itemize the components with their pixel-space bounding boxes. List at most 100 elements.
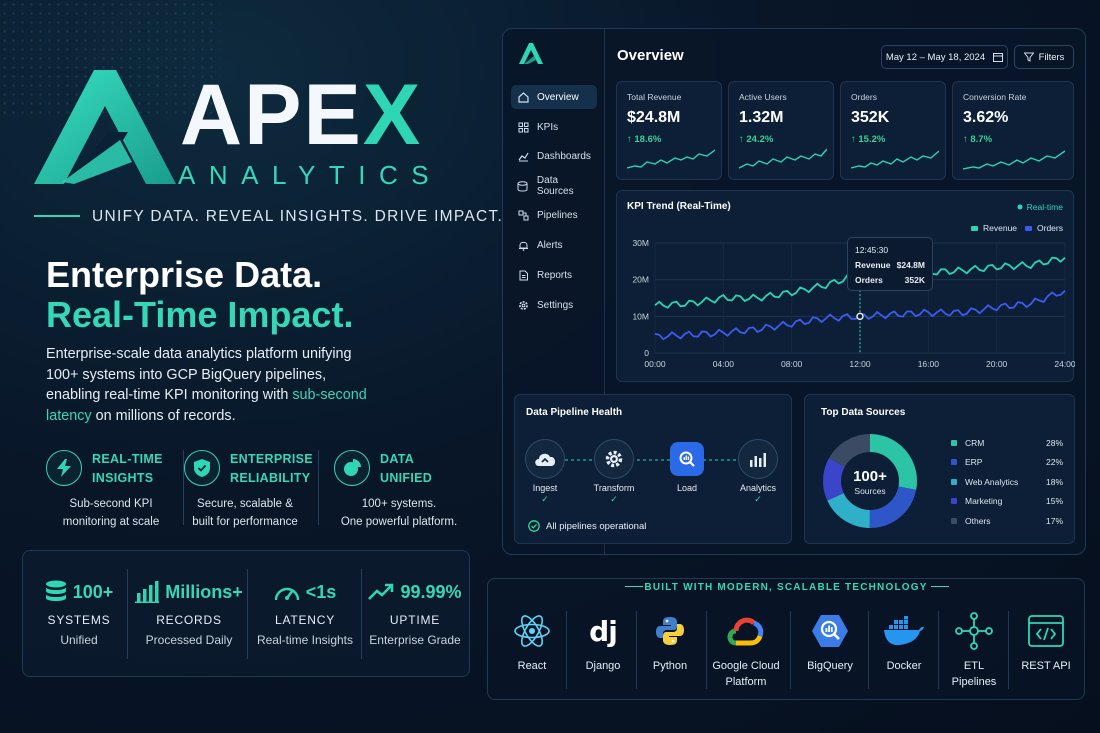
check-circle-icon — [528, 520, 540, 532]
kpi-sparkline — [627, 149, 715, 169]
pipeline-status: All pipelines operational — [528, 520, 646, 532]
pipeline-step-transform[interactable]: Transform ✓ — [589, 439, 639, 505]
wordmark-x: X — [362, 67, 423, 163]
sidebar-item-overview[interactable]: Overview — [511, 85, 597, 109]
desc-part-1: Enterprise-scale data analytics platform… — [46, 346, 352, 403]
divider — [361, 569, 362, 659]
divider — [183, 450, 184, 525]
kpi-label: Total Revenue — [627, 92, 682, 102]
pipeline-icon — [517, 209, 529, 221]
brand-subtitle: ANALYTICS — [178, 160, 443, 190]
sidebar-item-pipelines[interactable]: Pipelines — [511, 203, 597, 227]
kpi-card-revenue[interactable]: Total Revenue $24.8M ↑ 18.6% — [616, 81, 722, 180]
sidebar-item-label: Reports — [537, 269, 573, 281]
home-icon — [517, 91, 529, 103]
divider — [868, 611, 869, 689]
stat-value: Millions+ — [165, 581, 243, 602]
x-tick-label: 08:00 — [781, 359, 803, 369]
stat-sub: Unified — [60, 633, 98, 647]
sidebar-item-data-sources[interactable]: Data Sources — [511, 174, 597, 198]
kpi-card-conversion[interactable]: Conversion Rate 3.62% ↑ 8.7% — [952, 81, 1074, 180]
legend-revenue: Revenue — [971, 223, 1017, 233]
trend-plot: 0 10M 20M 30M 00:00 04:00 08:00 12:00 16:00 20:00… — [632, 238, 1075, 369]
sidebar-item-label: KPIs — [537, 121, 559, 133]
stat-label: RECORDS — [156, 613, 222, 627]
source-row: CRM 28% — [951, 438, 1063, 448]
gauge-icon — [274, 587, 299, 601]
stat-latency: <1s LATENCY Real-time Insights — [249, 577, 361, 648]
database-icon — [517, 180, 529, 192]
kpi-value: 352K — [851, 109, 890, 126]
x-tick-label: 20:00 — [986, 359, 1008, 369]
stat-sub: Real-time Insights — [256, 633, 354, 647]
kpi-delta: ↑ 15.2% — [851, 134, 886, 145]
api-icon — [1006, 611, 1086, 651]
filters-button[interactable]: Filters — [1014, 45, 1074, 69]
donut-center-value: 100+ — [853, 468, 887, 485]
bigquery-icon — [670, 442, 704, 476]
source-row: Marketing 15% — [951, 496, 1063, 506]
kpi-delta: ↑ 8.7% — [963, 134, 993, 145]
apex-logo-icon — [34, 70, 176, 184]
pipeline-step-load[interactable]: Load — [662, 439, 712, 493]
stat-label: UPTIME — [389, 613, 441, 627]
tech-rest-api: REST API — [1006, 611, 1086, 674]
y-tick-label: 0 — [644, 348, 649, 358]
stat-value: 99.99% — [400, 581, 462, 602]
kpi-card-users[interactable]: Active Users 1.32M ↑ 24.2% — [728, 81, 834, 180]
sidebar-item-label: Data Sources — [536, 175, 574, 197]
kpi-trend-chart: 0 10M 20M 30M 00:00 04:00 08:00 12:00 16:00 20:00… — [616, 190, 1075, 382]
feature-title: ENTERPRISE RELIABILITY — [230, 452, 313, 485]
docker-icon — [864, 611, 944, 651]
divider — [706, 611, 707, 689]
bar-chart-icon — [135, 581, 160, 603]
tagline-accent-line — [34, 215, 80, 217]
feature-desc: Sub-second KPI monitoring at scale — [62, 498, 160, 528]
sidebar-item-dashboards[interactable]: Dashboards — [511, 144, 597, 168]
tech-docker: Docker — [864, 611, 944, 674]
calendar-icon — [993, 53, 1004, 62]
divider — [566, 611, 567, 689]
sidebar-item-label: Overview — [537, 91, 579, 103]
sidebar-item-kpis[interactable]: KPIs — [511, 115, 597, 139]
document-icon — [517, 269, 529, 281]
donut-center-label: Sources — [854, 486, 886, 496]
stat-records: Millions+ RECORDS Processed Daily — [127, 577, 251, 647]
x-tick-label: 12:00 — [849, 359, 871, 369]
pipeline-step-ingest[interactable]: Ingest ✓ — [520, 439, 570, 505]
python-icon — [630, 611, 710, 651]
x-tick-label: 04:00 — [713, 359, 735, 369]
kpi-value: 1.32M — [739, 109, 784, 126]
donut-slice-erp[interactable] — [823, 434, 917, 528]
sidebar-item-alerts[interactable]: Alerts — [511, 233, 597, 257]
x-tick-label: 16:00 — [918, 359, 940, 369]
pipeline-step-analytics[interactable]: Analytics ✓ — [733, 439, 783, 505]
date-range-picker[interactable]: May 12 – May 18, 2024 — [881, 45, 1008, 69]
stat-value: 100+ — [72, 581, 114, 602]
donut-slice-others[interactable] — [823, 434, 917, 528]
kpi-card-orders[interactable]: Orders 352K ↑ 15.2% — [840, 81, 946, 180]
donut-slice-marketing[interactable] — [823, 434, 917, 528]
kpi-value: $24.8M — [627, 109, 681, 126]
divider — [318, 450, 319, 525]
sidebar-item-reports[interactable]: Reports — [511, 263, 597, 287]
stat-systems: 100+ SYSTEMS Unified — [23, 577, 135, 647]
tech-python: Python — [630, 611, 710, 674]
divider — [790, 611, 791, 689]
database-icon — [45, 580, 66, 601]
kpi-sparkline — [851, 150, 939, 169]
lightning-icon — [46, 450, 82, 486]
stat-label: LATENCY — [274, 613, 336, 627]
divider — [938, 611, 939, 689]
apex-logo-icon — [519, 43, 543, 64]
kpi-value: 3.62% — [963, 109, 1009, 126]
react-icon — [492, 611, 572, 651]
google-cloud-icon — [706, 611, 786, 651]
sidebar-item-settings[interactable]: Settings — [511, 293, 597, 317]
stat-uptime: 99.99% UPTIME Enterprise Grade — [359, 577, 471, 647]
divider — [636, 611, 637, 689]
desc-part-2: on millions of records. — [91, 407, 236, 424]
bell-icon — [517, 239, 529, 251]
title-accent-line — [931, 586, 949, 587]
page-title: Overview — [617, 47, 684, 64]
